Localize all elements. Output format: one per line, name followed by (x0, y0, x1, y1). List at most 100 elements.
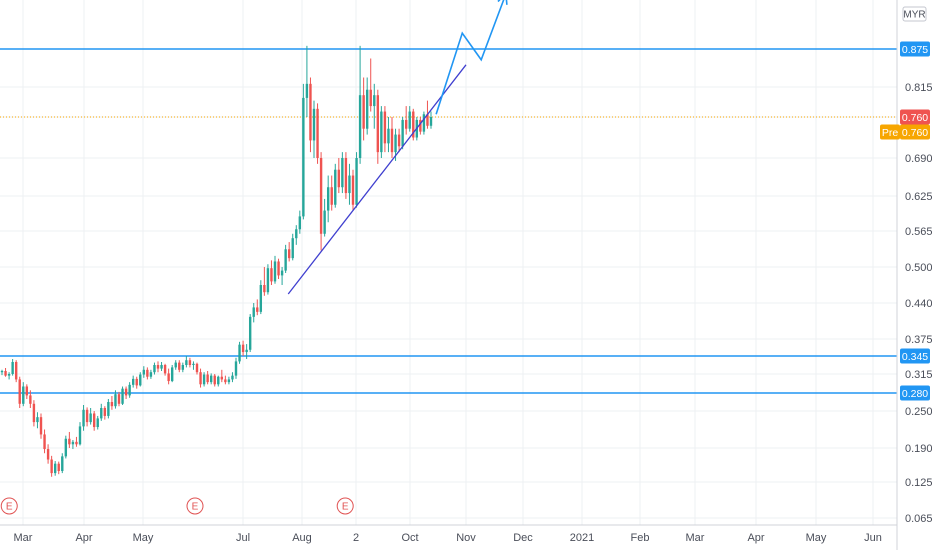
candle (217, 375, 220, 387)
level-badge-0.280: 0.280 (900, 385, 930, 401)
y-tick-label: 0.065 (905, 513, 932, 525)
x-tick-label: Mar (686, 532, 705, 544)
candle (22, 382, 25, 407)
earnings-event-2[interactable]: E (336, 497, 354, 515)
candle (195, 362, 199, 375)
x-tick-label: Jul (236, 532, 250, 544)
y-tick-label: 0.500 (905, 262, 932, 274)
pre-market-badge: Pre 0.760 (880, 124, 930, 140)
y-tick-label: 0.250 (905, 406, 932, 418)
candle (170, 365, 174, 383)
candle (302, 83, 305, 220)
candle (287, 242, 291, 262)
candle (75, 436, 78, 447)
candle (326, 175, 330, 223)
candle (7, 372, 11, 380)
x-tick-label: Dec (513, 532, 533, 544)
candle (4, 368, 7, 377)
candle (149, 369, 153, 379)
candle (14, 360, 18, 383)
candle (291, 233, 294, 261)
candle (121, 386, 124, 405)
candle (124, 386, 128, 399)
candle (277, 258, 280, 279)
candle (209, 373, 213, 385)
svg-text:0.875: 0.875 (902, 44, 928, 56)
candle (365, 77, 369, 135)
candle (316, 103, 319, 164)
pre-market-label: Pre (882, 127, 899, 139)
candle (117, 391, 121, 407)
candle (348, 163, 351, 205)
candle (61, 453, 64, 474)
candle (266, 264, 270, 295)
x-tick-label: May (806, 532, 827, 544)
x-tick-label: Nov (456, 532, 476, 544)
candle (252, 303, 255, 323)
candle (139, 372, 142, 387)
price-axis[interactable]: MYR 0.8150.6900.6250.5650.5000.4400.3750… (880, 0, 932, 550)
candle (43, 429, 46, 454)
candle (167, 368, 170, 385)
candle (412, 108, 415, 141)
candle (241, 340, 245, 356)
candle (337, 158, 341, 194)
candle (334, 163, 337, 208)
x-tick-label: Apr (75, 532, 92, 544)
candle (341, 152, 344, 194)
y-tick-labels: 0.815 0.690 0.625 0.565 0.500 0.440 0.375 0.315… (905, 82, 932, 525)
candle (259, 280, 263, 315)
candle (429, 111, 433, 129)
candle (92, 411, 96, 431)
candle (298, 210, 302, 234)
candle (344, 152, 348, 199)
svg-text:0.760: 0.760 (902, 112, 928, 124)
drawings (287, 0, 508, 295)
x-tick-label: Feb (631, 532, 650, 544)
candle (220, 369, 224, 383)
x-tick-label: Oct (401, 532, 418, 544)
svg-text:0.280: 0.280 (902, 388, 928, 400)
candle (355, 152, 358, 208)
candle (100, 403, 103, 421)
candle (380, 106, 383, 158)
y-tick-label: 0.125 (905, 477, 932, 489)
candle (78, 422, 82, 446)
pre-market-value: 0.760 (902, 127, 928, 139)
candle (103, 406, 107, 420)
y-tick-label: 0.815 (905, 82, 932, 94)
x-tick-label: 2 (353, 532, 359, 544)
candle (404, 106, 408, 135)
x-tick-label: Aug (292, 532, 312, 544)
y-tick-label: 0.565 (905, 226, 932, 238)
candle (238, 341, 241, 364)
level-badge-0.345: 0.345 (900, 348, 930, 364)
candle (234, 357, 238, 379)
x-tick-label: Apr (747, 532, 764, 544)
grid-lines (0, 0, 897, 525)
candle (142, 366, 146, 378)
candle (153, 362, 156, 375)
candle (107, 399, 110, 419)
candle (185, 356, 188, 368)
candle (53, 461, 57, 476)
candle (312, 100, 316, 158)
candle (323, 198, 326, 237)
projection-path[interactable] (435, 0, 506, 115)
trendline[interactable] (287, 64, 467, 295)
candle (128, 382, 131, 398)
earnings-event-0[interactable]: E (0, 497, 18, 515)
candle (245, 344, 248, 359)
earnings-event-1[interactable]: E (186, 497, 204, 515)
candle (397, 128, 401, 153)
candle (319, 152, 323, 251)
candle (29, 390, 32, 408)
candle (181, 362, 185, 373)
candle (50, 455, 53, 477)
candle (71, 439, 75, 450)
time-axis[interactable]: Mar Apr May Jul Aug 2 Oct Nov Dec 2021 Feb Mar Apr Ma… (0, 524, 897, 544)
candle (273, 255, 277, 284)
projection-arrow-icon (497, 0, 508, 5)
